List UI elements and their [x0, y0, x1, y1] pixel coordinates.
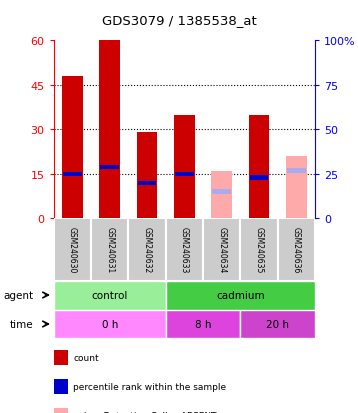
Bar [91, 219, 129, 281]
Bar [54, 219, 91, 281]
Text: GSM240630: GSM240630 [68, 227, 77, 273]
Bar [100, 41, 120, 219]
Text: 20 h: 20 h [266, 319, 289, 329]
Bar [286, 157, 307, 219]
Text: GSM240633: GSM240633 [180, 227, 189, 273]
Bar [287, 169, 306, 173]
Bar [203, 219, 240, 281]
Bar [54, 281, 166, 310]
Text: GDS3079 / 1385538_at: GDS3079 / 1385538_at [102, 14, 256, 27]
Bar [174, 115, 195, 219]
Bar [129, 219, 166, 281]
Bar [166, 310, 240, 339]
Bar [250, 176, 268, 180]
Bar [137, 181, 156, 185]
Bar [166, 219, 203, 281]
Text: agent: agent [3, 290, 33, 300]
Text: time: time [10, 319, 33, 329]
Bar [278, 219, 315, 281]
Text: 8 h: 8 h [195, 319, 211, 329]
Text: control: control [92, 290, 128, 300]
Text: percentile rank within the sample: percentile rank within the sample [73, 382, 227, 391]
Text: GSM240635: GSM240635 [255, 227, 263, 273]
Bar [175, 172, 194, 177]
Bar [212, 190, 231, 195]
Text: value, Detection Call = ABSENT: value, Detection Call = ABSENT [73, 411, 217, 413]
Bar [54, 310, 166, 339]
Bar [137, 133, 157, 219]
Bar [249, 115, 269, 219]
Bar [212, 171, 232, 219]
Text: count: count [73, 353, 99, 362]
Bar [166, 281, 315, 310]
Text: 0 h: 0 h [102, 319, 118, 329]
Text: GSM240634: GSM240634 [217, 227, 226, 273]
Bar [240, 219, 278, 281]
Text: GSM240636: GSM240636 [292, 227, 301, 273]
Bar [63, 172, 82, 177]
Bar [62, 77, 83, 219]
Text: cadmium: cadmium [216, 290, 265, 300]
Bar [100, 165, 119, 170]
Bar [240, 310, 315, 339]
Text: GSM240631: GSM240631 [105, 227, 114, 273]
Text: GSM240632: GSM240632 [142, 227, 151, 273]
